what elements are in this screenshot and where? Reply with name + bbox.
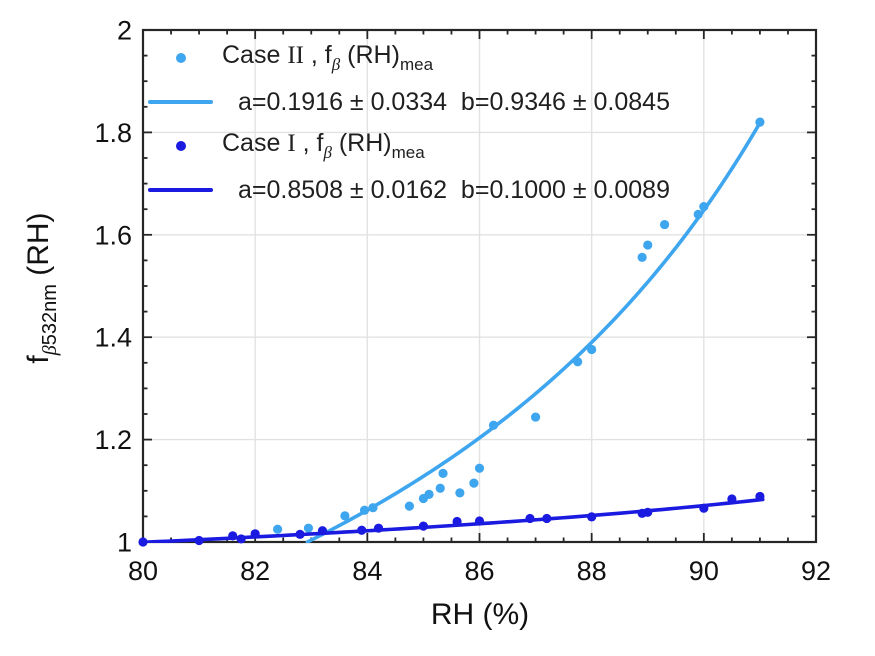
legend-case2-word: Case bbox=[222, 41, 288, 69]
data-point bbox=[435, 483, 445, 493]
legend-case1-beta-subscript: β bbox=[323, 143, 332, 162]
legend-marker-case1-fit bbox=[148, 188, 213, 192]
case1-dot-marker-icon bbox=[175, 141, 186, 151]
data-point bbox=[474, 463, 485, 473]
y-tick-label: 1.4 bbox=[94, 323, 132, 353]
legend-item-case1-fit: a=0.8508 ± 0.0162 b=0.1000 ± 0.0089 bbox=[148, 168, 670, 212]
x-tick-label: 92 bbox=[801, 556, 831, 586]
legend-marker-case1-scatter bbox=[148, 141, 213, 151]
data-point bbox=[469, 478, 479, 488]
legend-case2-rest: , f bbox=[303, 41, 332, 69]
y-tick-label: 1.8 bbox=[94, 118, 132, 148]
legend-marker-case2-fit bbox=[148, 100, 213, 104]
x-tick-label: 90 bbox=[689, 556, 719, 586]
legend-item-case2-fit: a=0.1916 ± 0.0334 b=0.9346 ± 0.0845 bbox=[148, 80, 670, 124]
case2-line-marker-icon bbox=[148, 100, 213, 104]
legend-case1-roman-numeral: I bbox=[287, 130, 296, 157]
series-0-scatter bbox=[273, 117, 765, 534]
legend-label-case2: Case II , fβ (RH)mea bbox=[222, 41, 433, 75]
fit-curve bbox=[305, 118, 764, 543]
legend-label-case2-fit: a=0.1916 ± 0.0334 b=0.9346 ± 0.0845 bbox=[238, 87, 670, 116]
legend-marker-case2-scatter bbox=[148, 53, 213, 63]
y-axis-label-prefix: f bbox=[22, 355, 55, 364]
legend-case1-rest: , f bbox=[295, 129, 324, 157]
data-point bbox=[303, 523, 314, 533]
data-point bbox=[455, 488, 465, 498]
data-point bbox=[643, 240, 653, 250]
data-point bbox=[273, 524, 283, 534]
fit-curve bbox=[142, 497, 765, 543]
x-tick-label: 86 bbox=[464, 556, 494, 586]
y-tick-label: 2 bbox=[117, 16, 132, 46]
series-1-fit-line bbox=[305, 118, 764, 543]
legend-case2-mea-subscript: mea bbox=[399, 55, 434, 74]
legend-case2-roman-numeral: II bbox=[287, 42, 304, 69]
y-axis-label-subscript: 532nm bbox=[39, 284, 61, 346]
y-axis-label-suffix: (RH) bbox=[22, 212, 55, 285]
legend-label-case1: Case I , fβ (RH)mea bbox=[222, 129, 425, 163]
x-tick-label: 82 bbox=[240, 556, 270, 586]
data-point bbox=[438, 468, 448, 478]
case1-line-marker-icon bbox=[148, 188, 213, 192]
case2-dot-marker-icon bbox=[175, 53, 186, 63]
y-tick-label: 1.6 bbox=[94, 220, 132, 250]
legend-item-case2-scatter: Case II , fβ (RH)mea bbox=[148, 36, 670, 80]
legend-case2-beta-subscript: β bbox=[331, 55, 341, 74]
data-point bbox=[424, 489, 434, 499]
data-point bbox=[530, 412, 541, 422]
series-3-fit-line bbox=[142, 497, 765, 543]
y-tick-label: 1 bbox=[117, 528, 132, 558]
legend-case1-mid: (RH) bbox=[331, 129, 392, 157]
x-axis-label: RH (%) bbox=[430, 598, 530, 631]
data-point bbox=[659, 219, 670, 230]
legend-case2-mid: (RH) bbox=[340, 41, 400, 69]
x-tick-labels: 80 82 84 86 88 90 92 bbox=[128, 556, 831, 586]
x-tick-label: 80 bbox=[128, 556, 158, 586]
legend-label-case1-fit: a=0.8508 ± 0.0162 b=0.1000 ± 0.0089 bbox=[238, 175, 670, 204]
y-axis-label: fβ532nm (RH) bbox=[22, 138, 62, 438]
legend: Case II , fβ (RH)mea a=0.1916 ± 0.0334 b… bbox=[148, 36, 670, 212]
legend-case1-mea-subscript: mea bbox=[391, 143, 425, 162]
data-point bbox=[587, 344, 597, 355]
x-tick-label: 88 bbox=[577, 556, 607, 586]
data-point bbox=[404, 501, 414, 511]
data-point bbox=[637, 252, 647, 262]
y-tick-labels: 1 1.2 1.4 1.6 1.8 2 bbox=[94, 16, 132, 558]
legend-case1-word: Case bbox=[222, 129, 288, 157]
y-tick-label: 1.2 bbox=[94, 425, 132, 455]
legend-item-case1-scatter: Case I , fβ (RH)mea bbox=[148, 124, 670, 168]
data-point bbox=[340, 511, 350, 521]
y-axis-label-beta-subscript: β bbox=[39, 345, 61, 356]
plot-box bbox=[141, 28, 818, 544]
x-tick-label: 84 bbox=[352, 556, 382, 586]
